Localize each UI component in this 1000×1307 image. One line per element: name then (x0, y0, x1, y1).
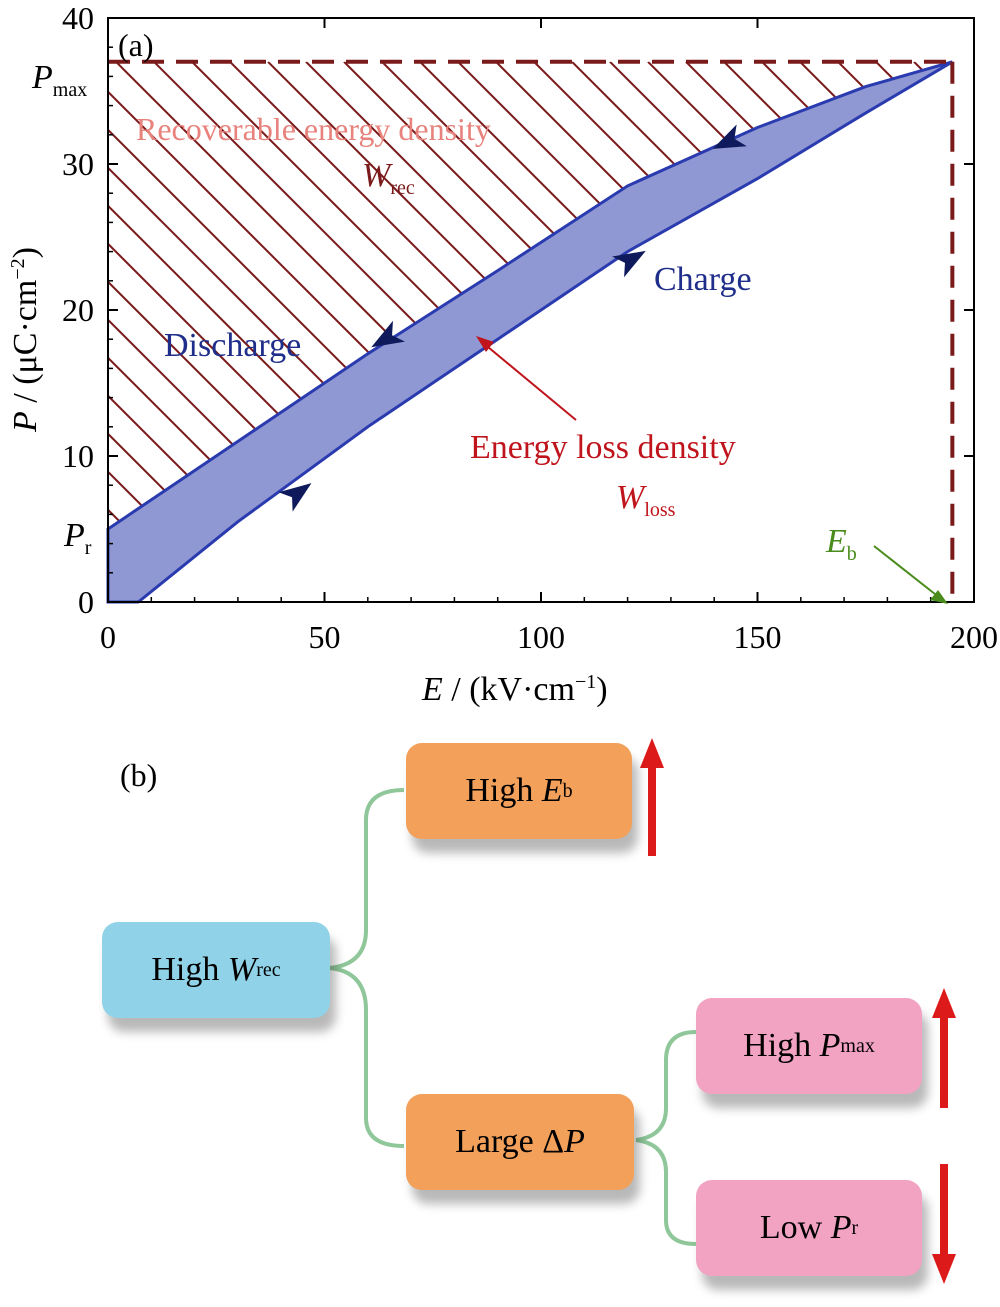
hatch-line (990, 62, 1000, 582)
hatch-line (913, 61, 953, 530)
wrec-label: Wrec (362, 157, 415, 199)
axis-ticks (107, 17, 975, 603)
y-tick-label: 0 (78, 584, 94, 620)
up-arrow-eb-head (640, 738, 664, 768)
high-pmax-prefix: High (743, 1027, 820, 1064)
charge-label: Charge (654, 261, 752, 298)
y-tick-label: 20 (62, 292, 94, 328)
y-tick-label: 10 (62, 438, 94, 474)
high-eb-prefix: High (465, 772, 542, 809)
wloss-label: Wloss (616, 479, 676, 521)
x-tick-label: 50 (309, 619, 341, 655)
connector-dp-to-low-pr (635, 1138, 697, 1246)
hatch-line (875, 61, 953, 530)
loss-pointer-arrowhead (476, 336, 494, 352)
x-axis-title: E / (kV·cm−1) (421, 671, 608, 708)
hatch-line (108, 61, 219, 530)
panel-b-label: (b) (120, 757, 157, 793)
y-tick-label: 40 (62, 0, 94, 36)
x-tick-label: 0 (100, 619, 116, 655)
recoverable-energy-label: Recoverable energy density (136, 111, 491, 147)
charge-arrowhead-lower-shape (278, 483, 312, 512)
low-pr-prefix: Low (759, 1209, 831, 1246)
x-tick-label: 200 (950, 619, 998, 655)
up-arrow-pmax-head (932, 988, 956, 1018)
large-dp-prefix: Large Δ (455, 1123, 565, 1160)
discharge-arrowhead-upper (712, 124, 747, 149)
discharge-arrowhead-lower-shape (371, 320, 405, 348)
hatch-line (457, 61, 953, 530)
loss-pointer-arrow (481, 341, 577, 421)
charge-arrowhead-upper (612, 250, 646, 278)
low-pr-sub: r (851, 1216, 859, 1239)
discharge-arrowhead-upper-shape (712, 124, 747, 149)
hatch-line (837, 61, 953, 530)
charge-arrowhead-upper-shape (612, 250, 646, 278)
connector-root-to-high-eb (329, 788, 405, 970)
discharge-arrowhead-lower (371, 320, 405, 348)
x-tick-label: 150 (734, 619, 782, 655)
large-dp-var: P (564, 1123, 585, 1160)
axis-tick-labels: 0 50 100 150 200 0 10 20 30 40 (62, 0, 998, 655)
high-pmax-var: P (819, 1027, 841, 1064)
down-arrow-pr-head (932, 1254, 956, 1284)
eb-label: Eb (825, 523, 857, 565)
high-wrec-var: W (227, 951, 257, 988)
panel-a-label: (a) (118, 27, 154, 63)
x-tick-label: 100 (517, 619, 565, 655)
high-wrec-sub: rec (256, 958, 281, 981)
eb-pointer-arrowhead (930, 590, 948, 604)
pmax-label: Pmax (31, 59, 87, 101)
discharge-label: Discharge (164, 327, 301, 364)
hatch-line (951, 61, 953, 530)
high-eb-sub: b (562, 779, 573, 802)
connector-dp-to-high-pmax (635, 1030, 697, 1142)
charge-arrowhead-lower (278, 483, 312, 512)
loop-direction-arrows (278, 124, 747, 512)
y-tick-label: 30 (62, 146, 94, 182)
high-pmax-sub: max (840, 1034, 875, 1057)
connector-root-to-large-dp (329, 966, 405, 1148)
low-pr-var: P (830, 1209, 852, 1246)
y-axis-title: P / (μC·cm−2) (7, 247, 44, 433)
energy-loss-label: Energy loss density (470, 429, 736, 466)
pr-label: Pr (63, 517, 92, 559)
eb-pointer-arrow (873, 545, 941, 599)
high-wrec-prefix: High (151, 951, 228, 988)
hatch-line (799, 61, 953, 530)
high-eb-var: E (541, 772, 563, 809)
